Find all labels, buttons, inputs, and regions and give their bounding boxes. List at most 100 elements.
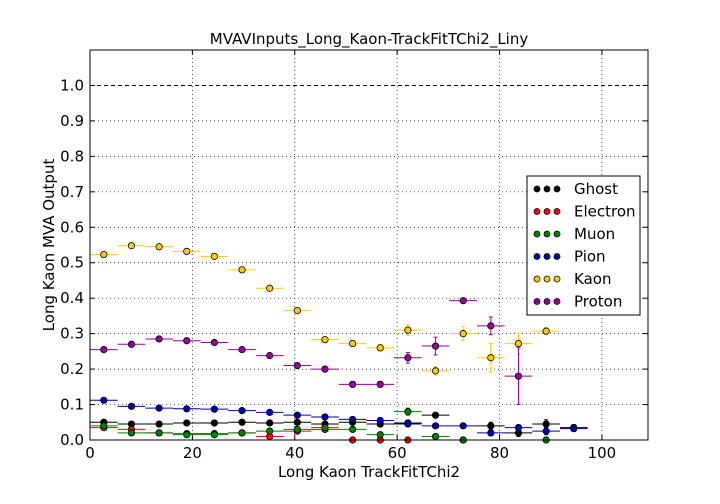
y-tick-label: 0.3 [60,325,84,343]
data-point [376,431,384,439]
legend-marker [543,298,551,305]
data-point [542,427,550,435]
data-point [155,335,163,343]
legend-item-kaon: Kaon [533,270,611,288]
legend-marker [543,230,551,238]
legend-label: Ghost [574,180,618,198]
data-point [210,252,218,260]
x-tick-label: 0 [85,444,95,462]
y-tick-label: 0.5 [60,254,84,272]
y-tick-label: 0.8 [60,147,84,165]
x-tick-label: 80 [490,444,509,462]
legend-label: Muon [574,225,615,243]
data-point [293,425,301,433]
data-point [210,419,218,427]
data-point [459,297,467,305]
legend: Ghost Electron Muon Pion Kaon Proton [526,175,641,316]
data-point [376,380,384,388]
data-point [321,413,329,421]
y-tick-label: 0.0 [60,431,84,449]
legend-marker [553,298,561,305]
legend-item-muon: Muon [533,225,615,243]
data-point [266,352,274,360]
legend-label: Kaon [574,270,611,288]
legend-label: Electron [574,203,636,221]
y-tick-label: 0.1 [60,396,84,414]
data-point [155,404,163,412]
data-point [514,339,523,348]
data-point [459,422,467,430]
legend-label: Pion [574,248,606,266]
data-point [266,419,274,427]
legend-marker [533,298,541,305]
legend-marker [553,230,561,238]
data-point [570,425,578,433]
legend-marker [553,185,561,193]
data-point [238,345,246,354]
data-point [100,345,108,354]
data-point [542,327,550,335]
data-point [127,429,136,437]
legend-marker [543,275,551,283]
legend-item-pion: Pion [533,248,606,266]
legend-marker [533,208,541,215]
y-axis-title: Long Kaon MVA Output [40,159,58,332]
data-point [431,422,440,430]
data-point [349,380,357,388]
data-point [376,416,384,425]
data-point [238,418,246,426]
data-point [238,406,246,415]
legend-label: Proton [574,293,622,311]
data-layer [90,242,588,444]
series-proton [90,297,533,406]
legend-marker [553,253,561,260]
y-tick-label: 0.7 [60,183,84,201]
tick-layer: 0 20 40 60 80 100 0.0 0.1 0.2 0.3 0.4 0.5 0.6 0.7 0.8 0… [60,50,648,462]
legend-marker [533,185,541,193]
data-point [321,365,329,373]
y-tick-label: 0.6 [60,218,84,236]
data-point [127,242,136,250]
data-point [404,326,412,334]
data-point [100,396,108,404]
legend-marker [533,230,541,238]
legend-item-proton: Proton [533,293,622,311]
y-tick-label: 0.2 [60,360,84,378]
data-point [155,429,163,437]
x-tick-label: 40 [285,444,304,462]
data-point [183,247,191,255]
y-tick-label: 0.9 [60,112,84,130]
legend-marker [533,253,541,260]
data-point [487,354,495,362]
x-tick-label: 20 [183,444,202,462]
legend-marker [533,275,541,283]
legend-marker [553,275,561,283]
data-point [100,422,108,430]
x-tick-label: 100 [588,444,617,462]
data-point [321,336,329,344]
series-muon [90,407,560,444]
data-point [210,338,218,347]
data-point [514,423,523,432]
data-point [542,420,550,428]
y-tick-label: 0.4 [60,289,84,307]
data-point [155,420,163,428]
legend-marker [543,253,551,260]
legend-marker [553,208,561,215]
data-point [100,250,108,259]
data-point [210,431,218,439]
data-point [183,405,191,413]
data-point [293,306,301,315]
data-point [349,339,357,348]
data-point [183,431,191,439]
data-point [266,427,274,435]
x-axis-title: Long Kaon TrackFitTChi2 [278,463,460,481]
data-point [431,411,440,419]
data-point [210,405,218,413]
legend-item-ghost: Ghost [533,180,618,198]
data-point [293,418,301,426]
data-point [183,419,191,427]
data-point [349,415,357,424]
